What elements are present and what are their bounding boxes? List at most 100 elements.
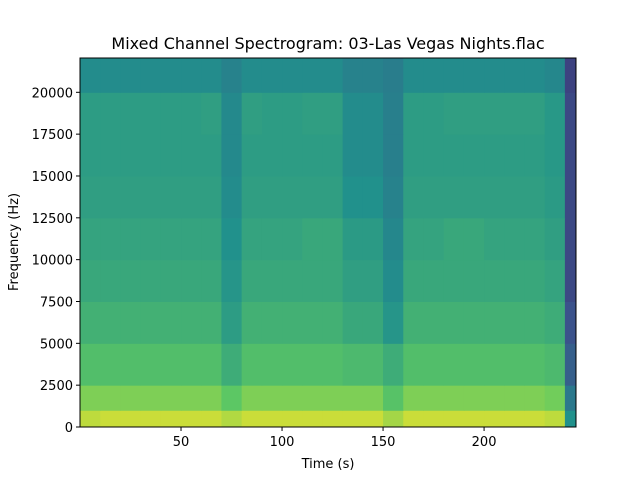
heatmap-cell (80, 58, 101, 93)
heatmap-cell (504, 385, 525, 411)
heatmap-cell (544, 410, 566, 428)
heatmap-cell (484, 343, 505, 386)
heatmap-cell (443, 410, 465, 428)
heatmap-cell (221, 58, 243, 93)
heatmap-cell (443, 217, 465, 261)
heatmap-cell (463, 385, 485, 411)
heatmap-cell (443, 343, 465, 386)
heatmap-cell (362, 175, 384, 219)
heatmap-cell (463, 134, 485, 177)
heatmap-cell (504, 343, 525, 386)
heatmap-cell (423, 134, 445, 177)
heatmap-cell (322, 58, 344, 93)
heatmap-cell (302, 259, 323, 302)
heatmap-cell (504, 92, 525, 135)
heatmap-cell (342, 134, 364, 177)
heatmap-cell (261, 134, 283, 177)
y-tick-label: 12500 (32, 212, 73, 227)
heatmap-cell (261, 385, 283, 411)
heatmap-cell (160, 217, 182, 261)
heatmap-cell (221, 259, 243, 302)
heatmap-cell (342, 92, 364, 135)
heatmap-cell (322, 301, 344, 344)
heatmap-cell (524, 217, 546, 261)
heatmap-cell (80, 410, 101, 428)
heatmap-cell (423, 58, 445, 93)
heatmap-cell (221, 301, 243, 344)
heatmap-cell (342, 301, 364, 344)
heatmap-cell (201, 134, 222, 177)
heatmap-cell (282, 92, 303, 135)
heatmap-cell (221, 217, 243, 261)
heatmap-cell (544, 259, 566, 302)
heatmap-cell (282, 58, 303, 93)
heatmap-cell (282, 175, 303, 219)
heatmap-cell (181, 58, 202, 93)
heatmap-cell (201, 343, 222, 386)
heatmap-cell (322, 410, 344, 428)
heatmap-cell (140, 259, 162, 302)
heatmap-cell (140, 92, 162, 135)
heatmap-cell (443, 259, 465, 302)
heatmap-cell (302, 410, 323, 428)
heatmap-cell (100, 134, 121, 177)
heatmap-cell (120, 410, 142, 428)
heatmap-cell (80, 301, 101, 344)
heatmap-cell (120, 217, 142, 261)
heatmap-cell (181, 217, 202, 261)
heatmap-cell (362, 301, 384, 344)
heatmap-cell (403, 217, 424, 261)
heatmap-cell (383, 134, 404, 177)
heatmap-cell (423, 301, 445, 344)
heatmap (80, 58, 577, 428)
heatmap-cell (443, 385, 465, 411)
heatmap-cell (100, 92, 121, 135)
heatmap-cell (484, 58, 505, 93)
heatmap-cell (241, 58, 263, 93)
heatmap-cell (120, 301, 142, 344)
heatmap-cell (504, 301, 525, 344)
heatmap-cell (140, 385, 162, 411)
y-tick-label: 20000 (32, 86, 73, 101)
heatmap-cell (423, 217, 445, 261)
heatmap-cell (221, 134, 243, 177)
heatmap-cell (282, 343, 303, 386)
heatmap-cell (403, 301, 424, 344)
heatmap-cell (80, 175, 101, 219)
y-tick-label: 10000 (32, 254, 73, 269)
heatmap-cell (383, 217, 404, 261)
heatmap-cell (140, 301, 162, 344)
heatmap-cell (201, 217, 222, 261)
heatmap-cell (140, 134, 162, 177)
heatmap-cell (100, 175, 121, 219)
heatmap-cell (181, 301, 202, 344)
heatmap-cell (504, 259, 525, 302)
heatmap-cell (544, 217, 566, 261)
heatmap-cell (302, 301, 323, 344)
heatmap-cell (160, 301, 182, 344)
heatmap-cell (100, 259, 121, 302)
heatmap-cell (201, 259, 222, 302)
heatmap-cell (504, 134, 525, 177)
heatmap-cell (100, 343, 121, 386)
heatmap-cell (443, 92, 465, 135)
heatmap-cell (140, 410, 162, 428)
heatmap-cell (100, 217, 121, 261)
heatmap-cell (261, 259, 283, 302)
heatmap-cell (181, 343, 202, 386)
heatmap-cell (241, 301, 263, 344)
heatmap-cell (383, 175, 404, 219)
heatmap-cell (524, 92, 546, 135)
heatmap-cell (80, 92, 101, 135)
heatmap-cell (564, 58, 577, 93)
heatmap-cell (383, 385, 404, 411)
x-axis-label: Time (s) (301, 457, 355, 472)
heatmap-cell (443, 58, 465, 93)
heatmap-cell (181, 175, 202, 219)
heatmap-cell (463, 410, 485, 428)
heatmap-cell (181, 385, 202, 411)
heatmap-cell (564, 259, 577, 302)
heatmap-cell (342, 343, 364, 386)
heatmap-cell (504, 410, 525, 428)
